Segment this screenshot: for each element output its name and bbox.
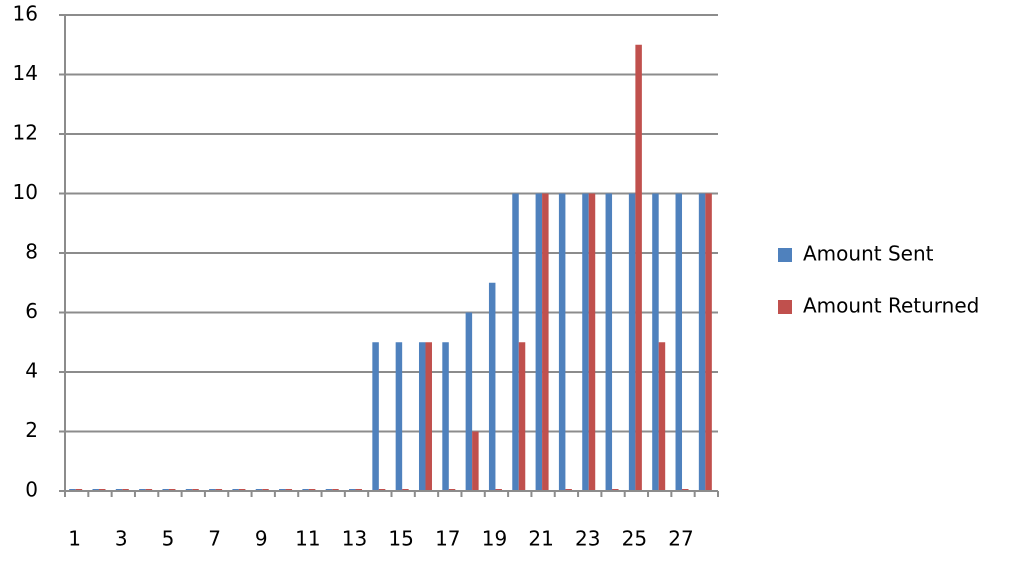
bar	[472, 431, 479, 491]
legend-label: Amount Returned	[803, 294, 979, 318]
bar	[535, 193, 543, 491]
x-tick-label: 7	[208, 527, 221, 551]
legend-label: Amount Sent	[803, 242, 934, 266]
x-tick-label: 25	[622, 527, 647, 551]
y-tick-label: 10	[13, 180, 38, 204]
bar	[425, 342, 432, 491]
bar	[652, 193, 659, 491]
x-tick-label: 5	[162, 527, 175, 551]
bar	[658, 342, 666, 491]
bar	[588, 193, 596, 491]
x-tick-label: 3	[115, 527, 128, 551]
y-tick-label: 12	[13, 121, 38, 145]
x-tick-label: 9	[255, 527, 268, 551]
x-tick-label: 11	[295, 527, 320, 551]
bar	[675, 193, 683, 491]
legend-swatch	[778, 248, 792, 262]
bar	[518, 342, 526, 491]
x-tick-label: 13	[342, 527, 367, 551]
bar	[698, 193, 706, 491]
bar	[635, 44, 642, 491]
bar	[512, 193, 519, 491]
bar	[372, 342, 379, 491]
y-tick-label: 8	[25, 240, 38, 264]
x-tick-label: 1	[68, 527, 81, 551]
bar	[582, 193, 589, 491]
y-tick-label: 4	[25, 359, 38, 383]
y-tick-label: 0	[25, 478, 38, 502]
x-tick-label: 19	[482, 527, 507, 551]
bar	[442, 342, 449, 491]
y-tick-label: 14	[13, 61, 38, 85]
legend-swatch	[778, 300, 792, 314]
x-tick-label: 21	[528, 527, 553, 551]
bar	[488, 282, 496, 491]
bar	[628, 193, 636, 491]
y-tick-label: 16	[13, 2, 38, 26]
x-tick-label: 23	[575, 527, 600, 551]
bar	[395, 342, 403, 491]
x-tick-label: 17	[435, 527, 460, 551]
bar	[542, 193, 549, 491]
bar	[418, 342, 426, 491]
bar	[605, 193, 613, 491]
bar	[558, 193, 566, 491]
bar	[705, 193, 712, 491]
x-tick-label: 27	[668, 527, 693, 551]
bar	[465, 312, 473, 491]
y-tick-label: 2	[25, 418, 38, 442]
x-tick-label: 15	[388, 527, 413, 551]
y-tick-label: 6	[25, 299, 38, 323]
